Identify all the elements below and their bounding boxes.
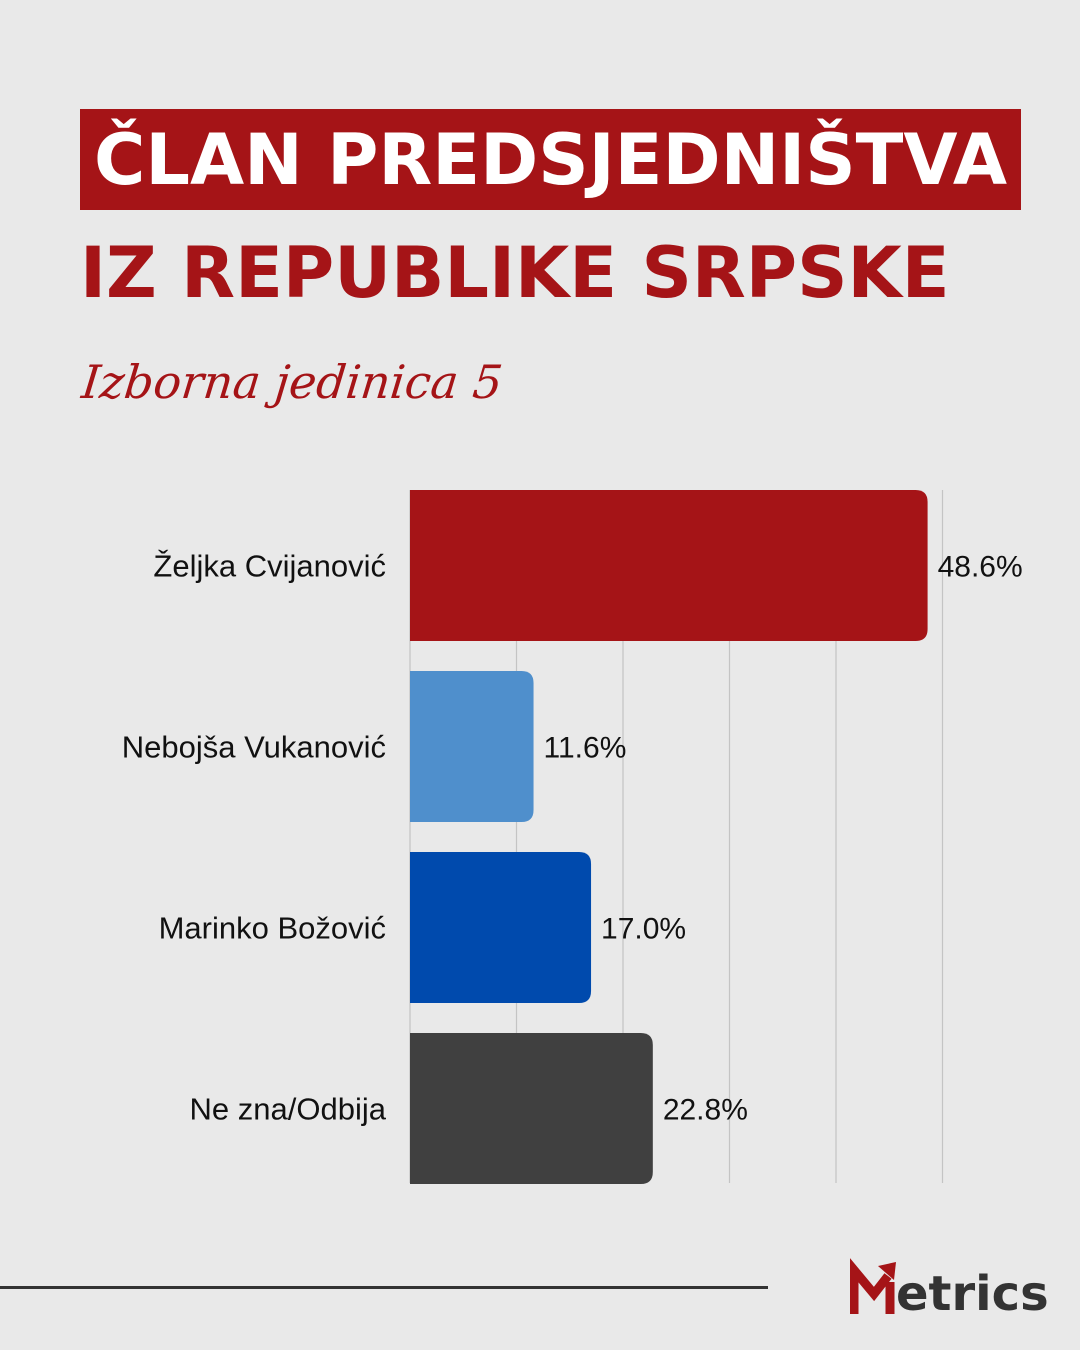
data-label: 22.8% xyxy=(663,1094,748,1127)
bar xyxy=(410,490,928,641)
category-label: Željka Cvijanović xyxy=(153,549,386,584)
logo-m-arrow-icon xyxy=(850,1258,896,1314)
bar xyxy=(410,852,592,1003)
bar xyxy=(410,671,534,822)
page-subtitle: IZ REPUBLIKE SRPSKE xyxy=(80,232,950,314)
category-label: Marinko Božović xyxy=(159,911,386,946)
category-label: Nebojša Vukanović xyxy=(122,730,386,765)
data-label: 11.6% xyxy=(544,732,627,765)
title-banner: ČLAN PREDSJEDNIŠTVA xyxy=(80,109,1021,210)
data-label: 48.6% xyxy=(938,551,1023,584)
metrics-logo: etrics xyxy=(850,1258,1060,1322)
footer-divider xyxy=(0,1286,768,1289)
data-label: 17.0% xyxy=(601,913,686,946)
category-label: Ne zna/Odbija xyxy=(190,1092,387,1127)
bar xyxy=(410,1033,653,1184)
page-title: ČLAN PREDSJEDNIŠTVA xyxy=(93,118,1007,201)
logo-text: etrics xyxy=(896,1266,1049,1322)
